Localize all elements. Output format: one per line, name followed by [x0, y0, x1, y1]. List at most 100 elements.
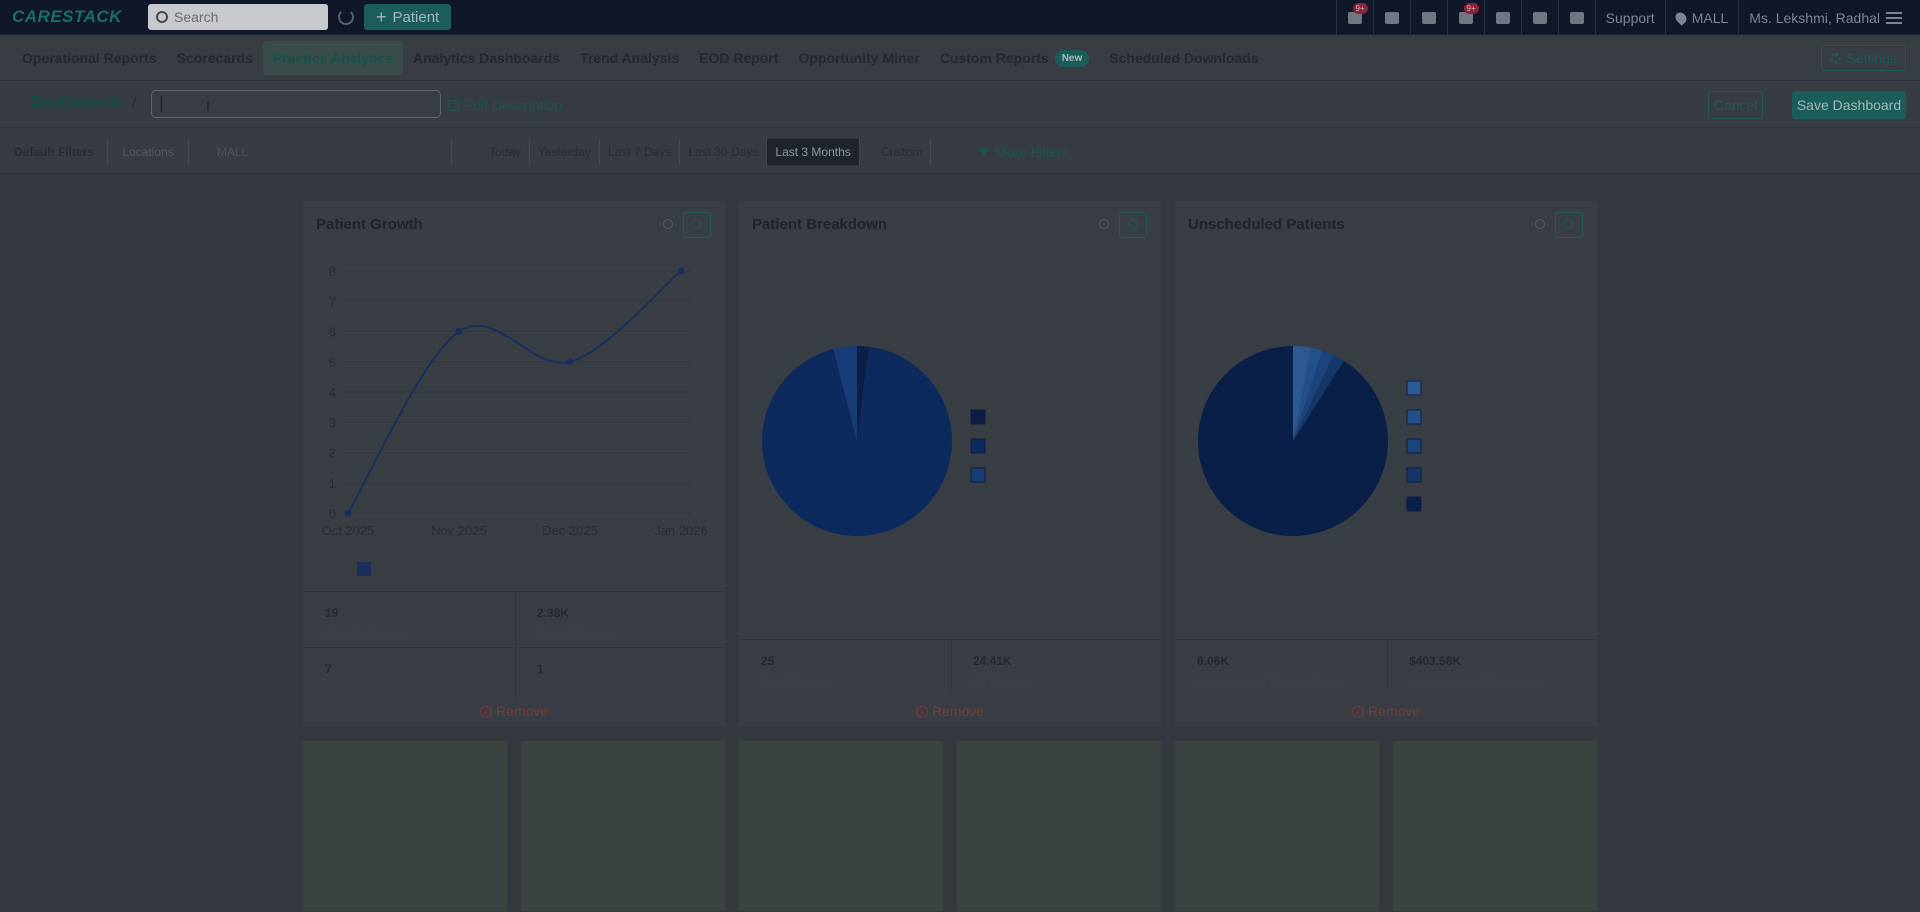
remove-button[interactable]: × Remove: [303, 703, 725, 719]
unscheduled-stats: 6.06K Unscheduled Patient Count $403.58K…: [1175, 639, 1597, 690]
zoom-button[interactable]: [683, 212, 711, 238]
stat-label: New Patients: [761, 676, 832, 690]
patient-growth-chart: 0 1 2 3 4 5 6 7 8 Oct 2025 Nov 2025 Dec 2025 Jan 202…: [322, 264, 708, 576]
date-yesterday[interactable]: Yesterday: [530, 139, 600, 165]
info-icon[interactable]: [663, 219, 673, 229]
date-today[interactable]: Today: [481, 139, 531, 165]
stat-value: 1: [537, 662, 544, 676]
dashboard-name-input[interactable]: I: [151, 90, 441, 118]
save-dashboard-button[interactable]: Save Dashboard: [1792, 91, 1906, 119]
legend-swatch: [970, 438, 986, 454]
legend-label: 12+ Months: [1431, 499, 1489, 511]
widget-placeholder[interactable]: [956, 740, 1162, 912]
y-tick-label: 8: [329, 264, 336, 279]
nav-custom-reports[interactable]: Custom Reports New: [930, 41, 1099, 75]
nav-scorecards[interactable]: Scorecards: [176, 50, 253, 66]
card-title: Patient Breakdown: [752, 216, 888, 233]
x-tick-label: Dec 2025: [542, 523, 598, 538]
stat-label: All Patients: [973, 676, 1034, 690]
date-last-30-days[interactable]: Last 30 Days: [680, 139, 768, 165]
pie-slice: [1293, 350, 1334, 441]
more-filters-button[interactable]: More Filters: [979, 144, 1069, 160]
widget-placeholder[interactable]: [1392, 740, 1598, 912]
user-menu[interactable]: Ms. Lekshmi, Radhal: [1738, 0, 1920, 35]
nav-analytics-dashboards[interactable]: Analytics Dashboards: [412, 50, 561, 66]
stat-new-patients: 25 New Patients: [739, 640, 950, 690]
x-tick-label: Jan 2026: [654, 523, 708, 538]
legend-label: 0-3 Months: [1431, 383, 1487, 395]
location-pin-icon: [1672, 9, 1689, 26]
alerts-icon[interactable]: 9+: [1446, 0, 1484, 35]
zoom-button[interactable]: [1555, 212, 1583, 238]
card-title: Patient Growth: [316, 216, 423, 233]
date-last-7-days[interactable]: Last 7 Days: [600, 139, 681, 165]
stat-all-patients: 24.41K All Patients: [951, 640, 1162, 690]
location-selector[interactable]: MALL: [1664, 0, 1739, 35]
carestack-logo[interactable]: CARESTACK: [12, 7, 122, 26]
stat-growth-number: 19 Growth Number: [303, 592, 514, 647]
remove-button[interactable]: × Remove: [739, 703, 1161, 719]
y-tick-label: 4: [329, 385, 336, 400]
cancel-button[interactable]: Cancel: [1708, 91, 1763, 119]
nav-operational-reports[interactable]: Operational Reports: [22, 50, 157, 66]
dashboards-breadcrumb[interactable]: Dashboards: [31, 94, 124, 111]
calendar-icon[interactable]: [1483, 0, 1521, 35]
legend-swatch: [1406, 409, 1422, 425]
widget-placeholder[interactable]: [1174, 740, 1380, 912]
legend-label: 3-6 Months: [1431, 412, 1487, 424]
add-patient-button[interactable]: + Patient: [364, 4, 452, 30]
messages-icon[interactable]: [1557, 0, 1595, 35]
nav-eod-report[interactable]: EOD Report: [699, 50, 779, 66]
text-caret: [161, 96, 162, 112]
search-input[interactable]: Search: [148, 4, 328, 30]
y-tick-label: 7: [329, 294, 336, 309]
widget-placeholder[interactable]: [302, 740, 508, 912]
add-patient-label: Patient: [392, 8, 440, 26]
nav-opportunity-miner[interactable]: Opportunity Miner: [798, 50, 920, 66]
settings-button[interactable]: Settings: [1821, 45, 1906, 71]
users-icon[interactable]: [1520, 0, 1558, 35]
widget-placeholder[interactable]: [738, 740, 944, 912]
magnify-icon: [1564, 219, 1574, 229]
date-last-3-months[interactable]: Last 3 Months: [767, 139, 860, 165]
edit-description-link[interactable]: Edit Description: [448, 97, 562, 113]
date-custom[interactable]: Custom: [860, 139, 932, 165]
education-icon[interactable]: [1372, 0, 1410, 35]
magnify-icon: [692, 219, 702, 229]
pie-slice: [1293, 355, 1344, 441]
remove-button[interactable]: × Remove: [1175, 703, 1597, 719]
legend-label: Not Tagged: [995, 441, 1051, 453]
chat-icon[interactable]: [1409, 0, 1447, 35]
growth-stats: 19 Growth Number 2.38K Active Patients 7…: [303, 591, 726, 702]
chevron-down-icon: [429, 144, 441, 156]
info-icon[interactable]: [1535, 219, 1545, 229]
nav-trend-analysis[interactable]: Trend Analysis: [580, 50, 680, 66]
stat-label: Active Patients: [537, 628, 617, 642]
tasks-icon[interactable]: 9+: [1335, 0, 1373, 35]
zoom-button[interactable]: [1119, 212, 1147, 238]
refresh-icon[interactable]: [338, 9, 354, 25]
date-custom-label: Custom: [880, 145, 923, 159]
nav-practice-analytics[interactable]: Practice Analytics: [262, 41, 403, 75]
ibeam-cursor-icon: I: [206, 98, 210, 114]
stat-value: 25: [761, 654, 775, 668]
filter-icon: [979, 147, 989, 157]
unscheduled-patients-card: Unscheduled Patients 0-3 Months 3-6 Month…: [1174, 200, 1598, 727]
filter-row: Default Filters Locations MALL Today Yes…: [0, 129, 1920, 174]
search-placeholder: Search: [174, 9, 219, 25]
info-icon[interactable]: [1099, 219, 1109, 229]
nav-custom-reports-label: Custom Reports: [939, 50, 1049, 66]
legend-label: 9-12 Months: [1431, 470, 1493, 482]
support-link[interactable]: Support: [1594, 0, 1665, 35]
breadcrumb-separator: /: [132, 95, 137, 112]
pie-slice: [857, 346, 869, 441]
stat-value: 2.38K: [537, 606, 570, 620]
location-select[interactable]: MALL: [205, 139, 452, 165]
nav-scheduled-downloads[interactable]: Scheduled Downloads: [1109, 50, 1259, 66]
widget-placeholder[interactable]: [520, 740, 726, 912]
legend-label: Growth Number: [381, 564, 459, 576]
settings-label: Settings: [1846, 50, 1897, 66]
menu-icon: [1886, 11, 1902, 24]
patient-growth-card: Patient Growth 0 1 2 3 4 5 6 7 8 Oct 2025 Nov 2025…: [302, 200, 726, 727]
legend-swatch: [1406, 438, 1422, 454]
